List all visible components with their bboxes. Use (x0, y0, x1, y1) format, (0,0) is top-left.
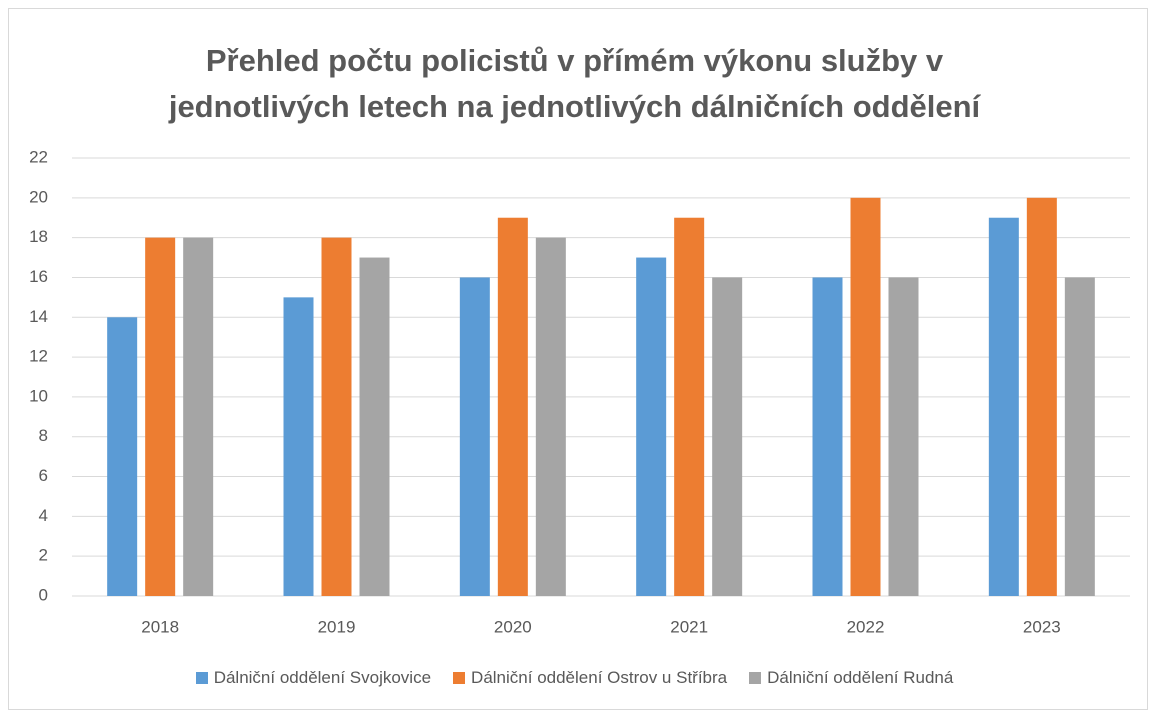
y-tick-label: 0 (39, 585, 48, 604)
bar (988, 217, 1019, 596)
bar (107, 317, 138, 596)
bar (183, 237, 214, 597)
bar (674, 217, 705, 596)
bar (636, 257, 667, 596)
x-tick-label: 2019 (318, 617, 356, 636)
bar (712, 277, 743, 596)
y-tick-label: 18 (29, 227, 48, 246)
legend: Dálniční oddělení Svojkovice Dálniční odd… (0, 668, 1149, 688)
bar (359, 257, 390, 596)
bar (812, 277, 843, 596)
chart-title: Přehled počtu policistů v přímém výkonu … (168, 43, 981, 124)
bar (1064, 277, 1095, 596)
x-tick-label: 2021 (670, 617, 708, 636)
chart-border (8, 8, 1148, 710)
bar (321, 237, 352, 597)
y-tick-label: 6 (39, 466, 48, 485)
y-tick-label: 14 (29, 307, 48, 326)
legend-item: Dálniční oddělení Rudná (749, 668, 953, 688)
y-tick-label: 22 (29, 147, 48, 166)
bar (535, 237, 566, 597)
bar (1026, 197, 1057, 596)
x-tick-label: 2022 (847, 617, 885, 636)
bar (497, 217, 528, 596)
legend-swatch (453, 672, 466, 684)
y-tick-label: 4 (39, 506, 48, 525)
legend-item: Dálniční oddělení Svojkovice (195, 668, 432, 688)
x-tick-label: 2020 (494, 617, 532, 636)
legend-label: Dálniční oddělení Svojkovice (213, 668, 432, 687)
x-tick-label: 2023 (1023, 617, 1061, 636)
y-tick-label: 10 (29, 386, 48, 405)
bar (888, 277, 919, 596)
legend-label: Dálniční oddělení Ostrov u Stříbra (471, 668, 728, 687)
y-tick-label: 2 (39, 546, 48, 565)
bar (145, 237, 176, 597)
y-tick-label: 20 (29, 187, 48, 206)
y-tick-label: 16 (29, 267, 48, 286)
bar (283, 297, 314, 596)
y-tick-label: 12 (29, 347, 48, 366)
legend-swatch (195, 672, 208, 684)
y-tick-label: 8 (39, 426, 48, 445)
legend-swatch (749, 672, 762, 684)
legend-item: Dálniční oddělení Ostrov u Stříbra (453, 668, 727, 688)
bar (459, 277, 490, 596)
bar (850, 197, 881, 596)
legend-label: Dálniční oddělení Rudná (767, 668, 954, 687)
x-tick-label: 2018 (141, 617, 179, 636)
